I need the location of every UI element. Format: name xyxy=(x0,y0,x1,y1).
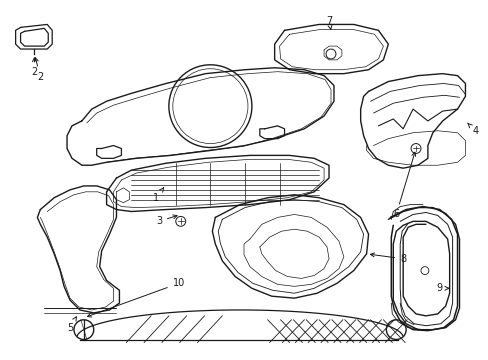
Text: 10: 10 xyxy=(87,278,184,317)
Text: 6: 6 xyxy=(392,152,415,220)
Text: 8: 8 xyxy=(370,253,406,264)
Text: 2: 2 xyxy=(31,58,38,77)
Text: 1: 1 xyxy=(153,188,163,203)
Text: 2: 2 xyxy=(35,58,43,82)
Text: 7: 7 xyxy=(325,15,331,29)
Text: 5: 5 xyxy=(67,317,76,333)
Text: 9: 9 xyxy=(436,283,448,293)
Text: 4: 4 xyxy=(467,123,477,136)
Text: 3: 3 xyxy=(156,215,177,226)
